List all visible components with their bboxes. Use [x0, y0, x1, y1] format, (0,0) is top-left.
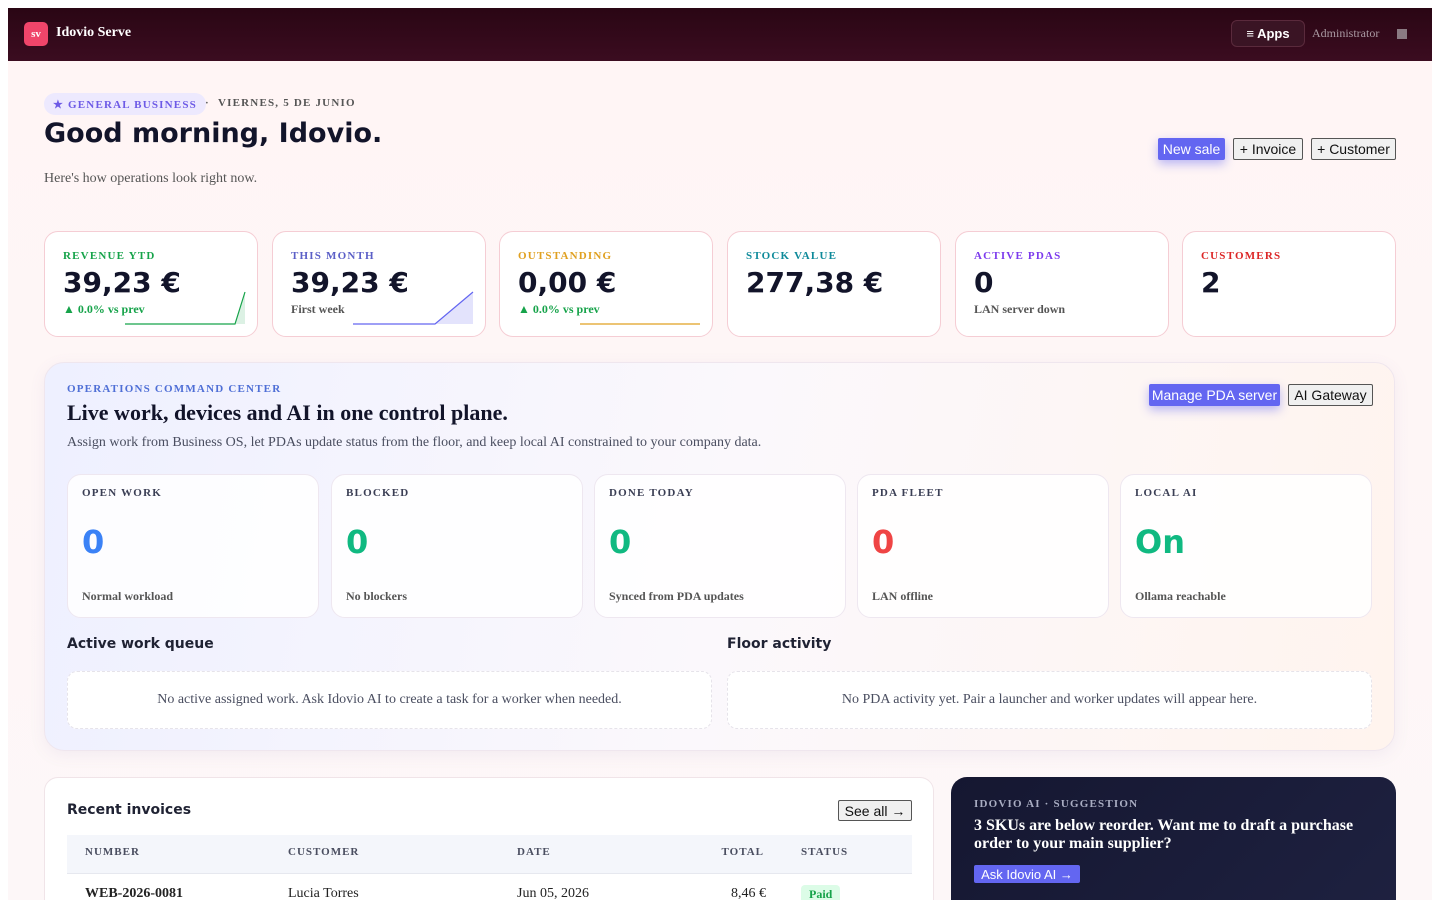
- kpi-label: OUTSTANDING: [518, 250, 613, 262]
- ops-card-note: LAN offline: [872, 589, 933, 603]
- top-nav: sv Idovio Serve ≡ Apps Administrator: [8, 8, 1432, 61]
- apps-button[interactable]: ≡ Apps: [1231, 20, 1305, 47]
- ops-card-note: Ollama reachable: [1135, 589, 1226, 603]
- column-header: STATUS: [801, 846, 849, 858]
- kpi-label: THIS MONTH: [291, 250, 375, 262]
- ai-gateway-button[interactable]: AI Gateway: [1288, 384, 1373, 406]
- column-header: TOTAL: [721, 846, 764, 858]
- empty-state: No PDA activity yet. Pair a launcher and…: [727, 671, 1372, 729]
- ops-card-label: DONE TODAY: [609, 487, 694, 499]
- new-sale-button[interactable]: New sale: [1158, 138, 1225, 160]
- kpi-value: 39,23 €: [63, 266, 181, 299]
- ai-message: 3 SKUs are below reorder. Want me to dra…: [974, 817, 1354, 852]
- column-header: DATE: [517, 846, 551, 858]
- ops-card-label: BLOCKED: [346, 487, 410, 499]
- ops-description: Assign work from Business OS, let PDAs u…: [67, 435, 762, 450]
- kpi-label: STOCK VALUE: [746, 250, 838, 262]
- empty-state: No active assigned work. Ask Idovio AI t…: [67, 671, 712, 729]
- invoice-number[interactable]: WEB-2026-0081: [85, 886, 183, 900]
- brand[interactable]: Idovio Serve: [56, 25, 132, 40]
- kpi-value: 2: [1201, 266, 1221, 299]
- greeting: Good morning, Idovio.: [44, 118, 383, 149]
- sparkline: [580, 323, 700, 325]
- ops-card: PDA FLEET 0 LAN offline: [857, 474, 1109, 618]
- section-title: Floor activity: [727, 636, 832, 652]
- column-header: NUMBER: [85, 846, 140, 858]
- invoice-date: Jun 05, 2026: [517, 886, 589, 900]
- kpi-card[interactable]: STOCK VALUE 277,38 €: [727, 231, 941, 337]
- ops-card: BLOCKED 0 No blockers: [331, 474, 583, 618]
- ops-card-value: 0: [346, 523, 369, 561]
- ops-card-note: No blockers: [346, 589, 407, 603]
- kpi-value: 0: [974, 266, 994, 299]
- kpi-note: First week: [291, 302, 345, 316]
- ops-card-value: 0: [82, 523, 105, 561]
- ops-label: OPERATIONS COMMAND CENTER: [67, 383, 282, 395]
- ops-card: LOCAL AI On Ollama reachable: [1120, 474, 1372, 618]
- kpi-label: CUSTOMERS: [1201, 250, 1282, 262]
- section-title: Active work queue: [67, 636, 214, 652]
- see-all-button[interactable]: See all →: [838, 800, 912, 821]
- user-menu[interactable]: Administrator: [1312, 26, 1380, 40]
- ops-card-value: 0: [872, 523, 895, 561]
- kpi-value: 277,38 €: [746, 266, 884, 299]
- status-badge: Paid: [801, 885, 841, 900]
- ai-label: IDOVIO AI · SUGGESTION: [974, 798, 1139, 810]
- invoice-total: 8,46 €: [731, 886, 766, 900]
- sparkline: [125, 291, 246, 325]
- kpi-value: 0,00 €: [518, 266, 617, 299]
- logo[interactable]: sv: [24, 22, 48, 46]
- date: VIERNES, 5 DE JUNIO: [218, 97, 356, 109]
- kpi-card[interactable]: THIS MONTH 39,23 € First week: [272, 231, 486, 337]
- subtitle: Here's how operations look right now.: [44, 171, 258, 186]
- kpi-note: LAN server down: [974, 302, 1066, 316]
- ops-card-note: Normal workload: [82, 589, 173, 603]
- manage-pda-button[interactable]: Manage PDA server: [1149, 384, 1280, 406]
- separator: ·: [205, 97, 210, 109]
- kpi-note: ▲ 0.0% vs prev: [518, 302, 600, 316]
- kpi-note: ▲ 0.0% vs prev: [63, 302, 145, 316]
- ops-card-label: LOCAL AI: [1135, 487, 1198, 499]
- ops-card: OPEN WORK 0 Normal workload: [67, 474, 319, 618]
- customer-button[interactable]: + Customer: [1311, 138, 1396, 160]
- ops-card-value: On: [1135, 523, 1185, 561]
- kpi-card[interactable]: REVENUE YTD 39,23 € ▲ 0.0% vs prev: [44, 231, 258, 337]
- ops-card-label: OPEN WORK: [82, 487, 162, 499]
- ask-ai-button[interactable]: Ask Idovio AI →: [974, 865, 1080, 883]
- kpi-card[interactable]: CUSTOMERS 2: [1182, 231, 1396, 337]
- section-title: Recent invoices: [67, 802, 192, 818]
- ops-card-note: Synced from PDA updates: [609, 589, 744, 603]
- menu-icon[interactable]: [1397, 29, 1407, 39]
- ops-title: Live work, devices and AI in one control…: [67, 400, 508, 425]
- kpi-card[interactable]: ACTIVE PDAS 0 LAN server down: [955, 231, 1169, 337]
- kpi-value: 39,23 €: [291, 266, 409, 299]
- ops-card: DONE TODAY 0 Synced from PDA updates: [594, 474, 846, 618]
- kpi-label: ACTIVE PDAS: [974, 250, 1062, 262]
- kpi-label: REVENUE YTD: [63, 250, 156, 262]
- ops-card-label: PDA FLEET: [872, 487, 944, 499]
- kpi-card[interactable]: OUTSTANDING 0,00 € ▲ 0.0% vs prev: [499, 231, 713, 337]
- invoice-customer: Lucia Torres: [288, 886, 359, 900]
- table-header: [67, 835, 912, 874]
- workspace-tag[interactable]: ★ GENERAL BUSINESS: [44, 93, 206, 115]
- invoice-button[interactable]: + Invoice: [1233, 138, 1303, 160]
- column-header: CUSTOMER: [288, 846, 360, 858]
- ops-card-value: 0: [609, 523, 632, 561]
- sparkline: [353, 291, 474, 325]
